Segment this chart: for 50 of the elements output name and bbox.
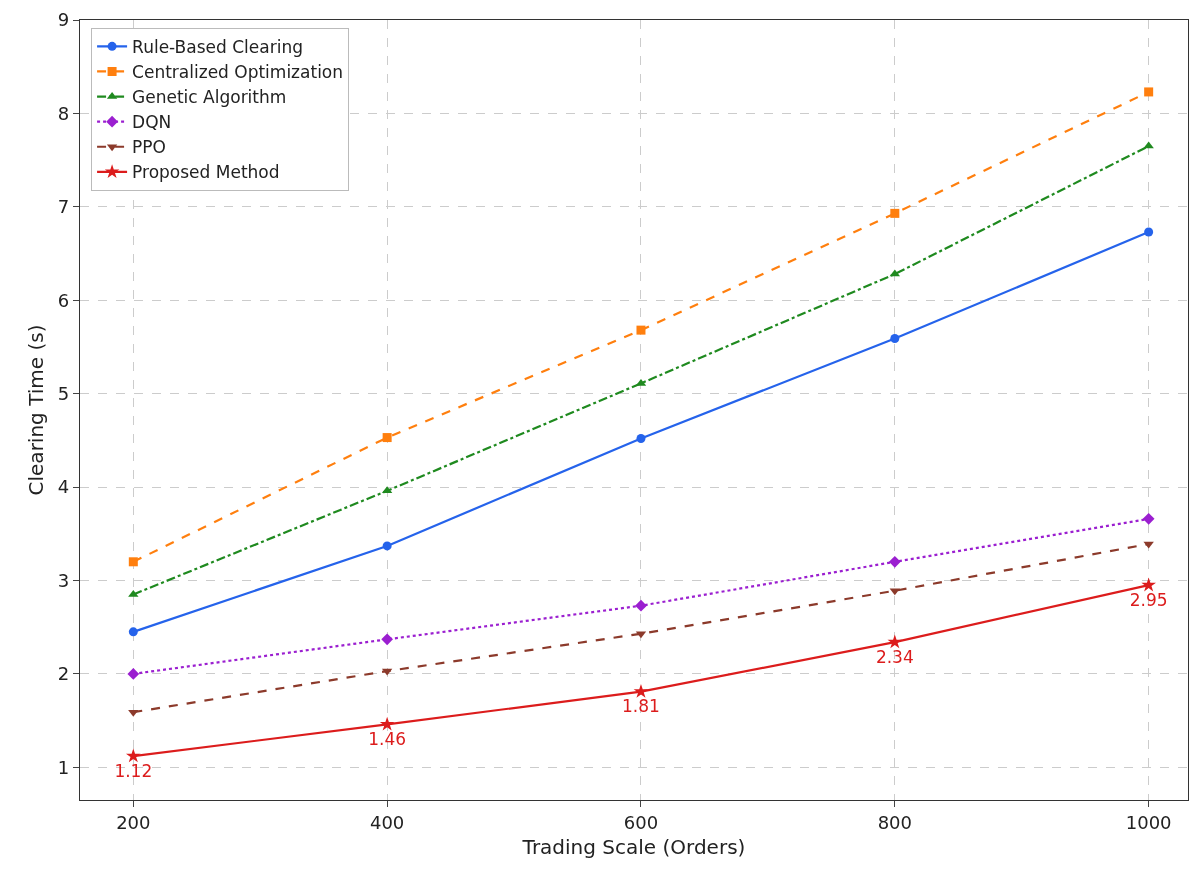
y-tick-label: 9 (57, 9, 70, 31)
point (636, 433, 646, 443)
point (633, 683, 649, 698)
x-axis-title: Trading Scale (Orders) (521, 835, 746, 860)
data-label: 2.34 (875, 646, 914, 667)
legend-label: PPO (132, 137, 166, 158)
y-tick-label: 6 (57, 289, 70, 311)
legend-label: DQN (132, 112, 172, 133)
x-tick-label: 400 (369, 811, 405, 833)
point (127, 668, 140, 680)
legend-label: Rule-Based Clearing (132, 36, 303, 57)
data-label: 1.12 (114, 760, 153, 781)
y-tick-label: 4 (57, 476, 70, 498)
data-label: 2.95 (1129, 589, 1168, 610)
point (128, 709, 139, 717)
point (128, 557, 138, 567)
y-tick-label: 5 (57, 382, 70, 404)
data-label: 1.81 (622, 696, 660, 717)
point (382, 433, 392, 443)
point (890, 208, 900, 218)
y-tick-label: 8 (57, 102, 70, 124)
point (890, 334, 900, 344)
x-tick-label: 800 (877, 811, 912, 833)
point (128, 589, 139, 597)
point (379, 716, 395, 731)
point (381, 633, 393, 646)
point (1142, 512, 1155, 525)
legend-label: Centralized Optimization (132, 62, 344, 83)
y-tick-label: 7 (57, 196, 70, 218)
x-tick-label: 1000 (1125, 811, 1172, 833)
point (635, 599, 647, 612)
point (1143, 541, 1154, 549)
point (125, 748, 141, 763)
legend-label: Proposed Method (132, 162, 280, 183)
point (888, 555, 901, 568)
data-label: 1.46 (368, 728, 407, 749)
y-tick-label: 1 (57, 756, 70, 778)
point (1144, 87, 1154, 97)
point (887, 634, 903, 649)
point (636, 325, 646, 335)
y-axis-title: Clearing Time (s) (24, 324, 49, 496)
point (382, 541, 392, 551)
x-tick-label: 600 (623, 811, 659, 833)
legend-label: Genetic Algorithm (132, 87, 287, 108)
y-tick-label: 3 (57, 569, 70, 591)
y-tick-label: 2 (57, 663, 70, 685)
point (1144, 227, 1154, 237)
x-tick-label: 200 (116, 811, 151, 833)
point (128, 627, 138, 637)
point (1141, 577, 1156, 592)
